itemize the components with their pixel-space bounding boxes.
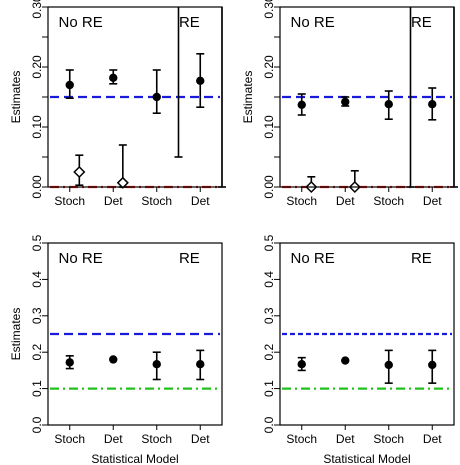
y-tick-label: 0.00	[30, 175, 44, 199]
region-label-no-re: No RE	[291, 250, 335, 267]
x-tick-label: Det	[191, 194, 210, 208]
data-point	[65, 80, 74, 90]
y-tick-label: 0.20	[30, 55, 44, 79]
y-tick-label: 0.5	[30, 234, 44, 251]
y-tick-label: 0.00	[262, 175, 276, 199]
data-point	[196, 76, 205, 86]
y-tick-label: 0.30	[30, 0, 44, 19]
data-point	[109, 73, 118, 83]
data-point	[341, 356, 350, 365]
y-tick-label: 0.2	[262, 344, 276, 361]
x-tick-label: Stoch	[141, 194, 172, 208]
data-point	[428, 100, 437, 109]
y-tick-label: 0.10	[30, 115, 44, 139]
data-point	[297, 100, 306, 110]
region-label-re: RE	[411, 250, 432, 267]
x-tick-label: Stoch	[54, 194, 85, 208]
data-point	[152, 92, 161, 102]
y-axis-label: Estimates	[9, 71, 23, 124]
x-tick-label: Det	[104, 432, 123, 446]
x-tick-label: Det	[104, 194, 123, 208]
data-point	[428, 360, 437, 370]
data-point	[384, 100, 393, 109]
y-axis-label: Estimates	[9, 308, 23, 361]
y-tick-label: 0.2	[30, 344, 44, 361]
data-point	[196, 360, 205, 369]
diamond-point	[116, 176, 129, 189]
x-tick-label: Det	[423, 194, 442, 208]
data-point	[109, 355, 118, 364]
region-label-re: RE	[411, 14, 432, 31]
y-tick-label: 0.0	[30, 416, 44, 433]
chart-panel-bottom-right: 0.0 0.1 0.2 0.3 0.4 0.5 Stoch Det Stoch Det No RE R…	[262, 234, 455, 465]
x-tick-label: Stoch	[286, 194, 317, 208]
y-axis-label: Estimates	[241, 71, 255, 124]
data-point	[341, 97, 350, 107]
x-tick-label: Det	[423, 432, 442, 446]
chart-panel-bottom-left: 0.0 0.1 0.2 0.3 0.4 0.5 Stoch Det Stoch Det No RE R…	[9, 234, 223, 465]
y-tick-label: 0.20	[262, 55, 276, 79]
data-point	[297, 360, 306, 369]
y-tick-label: 0.3	[262, 307, 276, 324]
y-tick-label: 0.1	[262, 380, 276, 397]
y-tick-label: 0.0	[262, 416, 276, 433]
region-label-re: RE	[179, 250, 200, 267]
x-tick-label: Det	[191, 432, 210, 446]
data-point	[152, 360, 161, 369]
y-tick-label: 0.3	[30, 307, 44, 324]
y-tick-label: 0.4	[30, 271, 44, 288]
data-point	[65, 358, 74, 367]
x-axis-label: Statistical Model	[323, 452, 410, 465]
y-tick-label: 0.1	[30, 380, 44, 397]
region-label-re: RE	[179, 14, 200, 31]
x-tick-label: Stoch	[54, 432, 85, 446]
y-tick-label: 0.30	[262, 0, 276, 19]
y-tick-label: 0.4	[262, 271, 276, 288]
chart-panel-top-left: 0.00 0.10 0.20 0.30 Stoch Det Stoch Det No RE RE E…	[9, 0, 226, 208]
x-tick-label: Det	[336, 432, 355, 446]
y-tick-label: 0.10	[262, 115, 276, 139]
diamond-point	[73, 165, 86, 179]
region-label-no-re: No RE	[59, 14, 103, 31]
x-tick-label: Stoch	[373, 432, 404, 446]
plot-frame	[279, 242, 455, 426]
x-tick-label: Det	[336, 194, 355, 208]
region-label-no-re: No RE	[291, 14, 335, 31]
x-tick-label: Stoch	[373, 194, 404, 208]
plot-frame	[47, 242, 223, 426]
x-tick-label: Stoch	[286, 432, 317, 446]
x-axis-label: Statistical Model	[91, 452, 178, 465]
data-point	[384, 360, 393, 370]
chart-panel-top-right: 0.00 0.10 0.20 0.30 Stoch Det Stoch Det No RE RE E…	[241, 0, 458, 208]
x-tick-label: Stoch	[141, 432, 172, 446]
y-tick-label: 0.5	[262, 234, 276, 251]
region-label-no-re: No RE	[59, 250, 103, 267]
